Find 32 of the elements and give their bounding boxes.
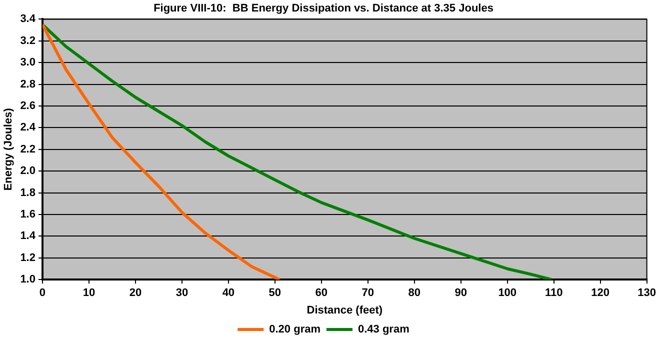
x-tick-label: 110	[544, 287, 563, 300]
x-tick-label: 100	[498, 287, 517, 300]
y-tick-label: 1.8	[20, 186, 36, 199]
x-tick-label: 80	[408, 287, 421, 300]
x-tick-label: 0	[39, 287, 46, 300]
y-tick-label: 2.2	[20, 143, 36, 156]
y-tick-label: 1.0	[20, 274, 36, 286]
y-tick-label: 1.6	[20, 208, 36, 221]
y-tick-label: 1.4	[20, 230, 36, 242]
y-axis-title: Energy (Joules)	[2, 108, 15, 191]
x-tick-label: 60	[315, 287, 328, 300]
x-tick-label: 90	[454, 287, 467, 300]
y-tick-label: 3.2	[20, 34, 36, 47]
chart-title: Figure VIII-10: BB Energy Dissipation vs. Distance at 3.35 Joules	[154, 2, 494, 15]
x-tick-label: 20	[129, 287, 142, 300]
x-tick-label: 30	[176, 287, 188, 300]
y-tick-label: 3.4	[20, 13, 36, 26]
legend-label: 0.43 gram	[358, 324, 410, 336]
x-tick-label: 70	[362, 287, 374, 300]
x-tick-label: 120	[591, 287, 610, 300]
y-tick-label: 2.8	[20, 78, 36, 90]
x-tick-label: 50	[268, 287, 282, 300]
legend-label: 0.20 gram	[269, 324, 321, 336]
x-tick-label: 40	[222, 287, 235, 300]
y-tick-label: 3.0	[20, 56, 36, 69]
y-tick-label: 2.4	[20, 122, 36, 134]
y-tick-label: 2.6	[20, 100, 36, 112]
x-tick-label: 130	[638, 287, 656, 300]
y-tick-label: 2.0	[20, 165, 36, 178]
y-tick-label: 1.2	[20, 252, 36, 264]
x-axis-title: Distance (feet)	[306, 304, 383, 316]
x-tick-label: 10	[82, 287, 96, 300]
